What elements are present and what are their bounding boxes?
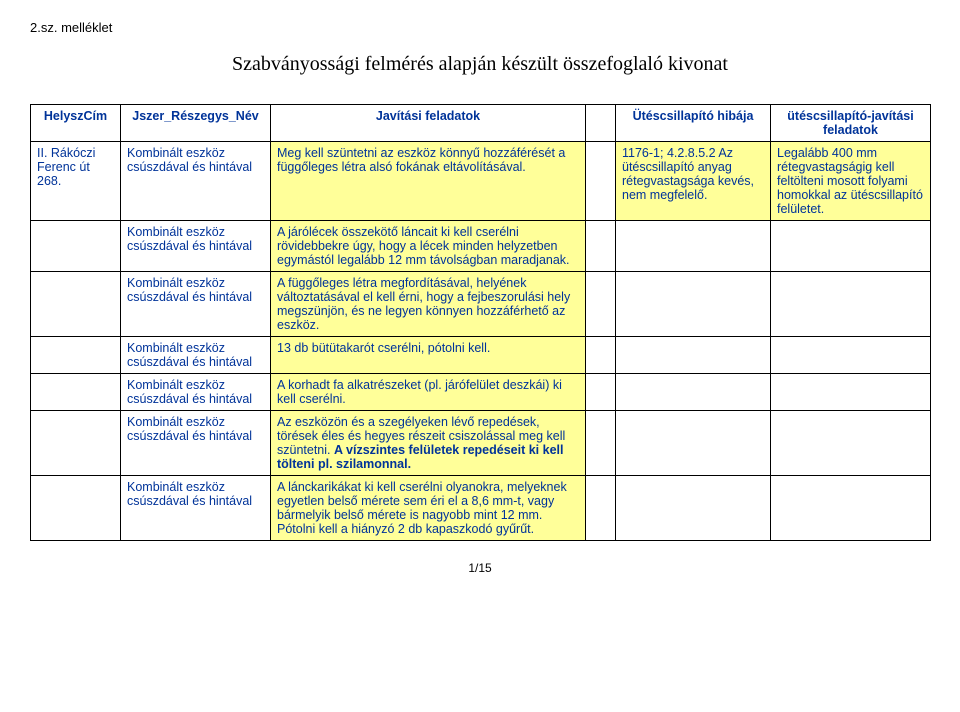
col-header-blank [586,105,616,142]
cell-jszer: Kombinált eszköz csúszdával és hintával [121,221,271,272]
cell-javitasi: A járólécek összekötő láncait ki kell cs… [271,221,586,272]
table-header-row: HelyszCím Jszer_Részegys_Név Javítási fe… [31,105,931,142]
cell-javitasi: A lánckarikákat ki kell cserélni olyanok… [271,476,586,541]
cell-javitasi: A függőleges létra megfordításával, hely… [271,272,586,337]
cell-jszer: Kombinált eszköz csúszdával és hintával [121,272,271,337]
attachment-label: 2.sz. melléklet [30,20,930,35]
cell-jszer: Kombinált eszköz csúszdával és hintával [121,476,271,541]
cell-hiba [616,411,771,476]
cell-hiba [616,374,771,411]
col-header-javitasi: Javítási feladatok [271,105,586,142]
cell-javitasi: 13 db bütütakarót cserélni, pótolni kell… [271,337,586,374]
cell-feladatok [771,411,931,476]
cell-helysz [31,337,121,374]
table-row: Kombinált eszköz csúszdával és hintávalA… [31,411,931,476]
col-header-jszer: Jszer_Részegys_Név [121,105,271,142]
table-body: II. Rákóczi Ferenc út 268.Kombinált eszk… [31,142,931,541]
col-header-helysz: HelyszCím [31,105,121,142]
table-row: Kombinált eszköz csúszdával és hintávalA… [31,476,931,541]
cell-feladatok [771,272,931,337]
table-row: Kombinált eszköz csúszdával és hintávalA… [31,221,931,272]
cell-javitasi: Meg kell szüntetni az eszköz könnyű hozz… [271,142,586,221]
cell-hiba [616,337,771,374]
cell-helysz [31,374,121,411]
cell-hiba [616,272,771,337]
cell-blank [586,221,616,272]
table-row: II. Rákóczi Ferenc út 268.Kombinált eszk… [31,142,931,221]
cell-blank [586,142,616,221]
page-number: 1/15 [30,561,930,575]
cell-feladatok [771,476,931,541]
cell-helysz: II. Rákóczi Ferenc út 268. [31,142,121,221]
cell-hiba: 1176-1; 4.2.8.5.2 Az ütéscsillapító anya… [616,142,771,221]
cell-hiba [616,221,771,272]
cell-feladatok: Legalább 400 mm rétegvastagságig kell fe… [771,142,931,221]
cell-jszer: Kombinált eszköz csúszdával és hintával [121,337,271,374]
cell-feladatok [771,221,931,272]
col-header-hiba: Ütéscsillapító hibája [616,105,771,142]
cell-jszer: Kombinált eszköz csúszdával és hintával [121,374,271,411]
cell-jszer: Kombinált eszköz csúszdával és hintával [121,142,271,221]
cell-blank [586,337,616,374]
table-row: Kombinált eszköz csúszdával és hintávalA… [31,272,931,337]
cell-feladatok [771,374,931,411]
cell-helysz [31,221,121,272]
cell-blank [586,374,616,411]
cell-javitasi: Az eszközön és a szegélyeken lévő repedé… [271,411,586,476]
cell-helysz [31,476,121,541]
cell-blank [586,476,616,541]
table-row: Kombinált eszköz csúszdával és hintával1… [31,337,931,374]
cell-blank [586,272,616,337]
cell-jszer: Kombinált eszköz csúszdával és hintával [121,411,271,476]
cell-javitasi: A korhadt fa alkatrészeket (pl. járófelü… [271,374,586,411]
cell-blank [586,411,616,476]
page-title: Szabványossági felmérés alapján készült … [30,53,930,76]
table-row: Kombinált eszköz csúszdával és hintávalA… [31,374,931,411]
cell-helysz [31,272,121,337]
cell-feladatok [771,337,931,374]
findings-table: HelyszCím Jszer_Részegys_Név Javítási fe… [30,104,931,541]
col-header-feladatok: ütéscsillapító-javítási feladatok [771,105,931,142]
cell-helysz [31,411,121,476]
cell-hiba [616,476,771,541]
